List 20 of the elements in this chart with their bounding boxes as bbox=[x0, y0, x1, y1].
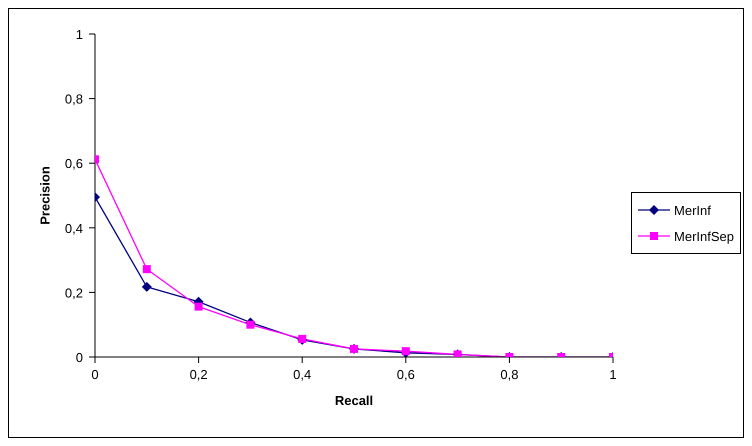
y-tick-label: 0,6 bbox=[64, 156, 83, 172]
legend-label: MerInf bbox=[674, 202, 711, 218]
point bbox=[142, 265, 151, 274]
x-tick-label: 0,6 bbox=[396, 367, 415, 382]
x-tick-label: 0,8 bbox=[500, 367, 518, 382]
y-tick-label: 0,8 bbox=[64, 92, 83, 107]
x-axis-title: Recall bbox=[334, 393, 374, 408]
x-tick-label: 1 bbox=[609, 367, 617, 382]
y-tick-label: 0 bbox=[76, 350, 83, 365]
x-tick-label: 0 bbox=[91, 367, 99, 382]
y-tick-label: 1 bbox=[76, 27, 83, 42]
point bbox=[194, 302, 203, 311]
y-axis-title: Precision bbox=[38, 166, 53, 225]
x-tick-label: 0,2 bbox=[190, 367, 208, 382]
point bbox=[246, 320, 254, 329]
point bbox=[142, 282, 152, 292]
y-tick-label: 0,2 bbox=[64, 285, 83, 300]
legend-label: MerInfSep bbox=[674, 228, 734, 244]
y-tick-label: 0,4 bbox=[64, 220, 83, 236]
x-tick-label: 0,4 bbox=[293, 367, 312, 382]
